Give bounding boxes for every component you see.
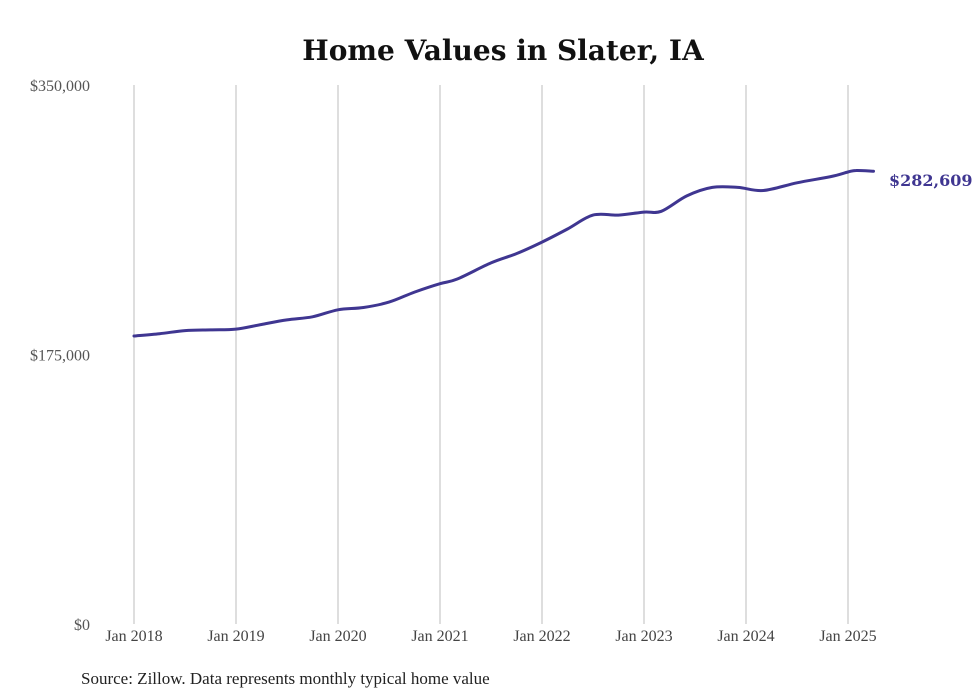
source-note: Source: Zillow. Data represents monthly … — [81, 669, 490, 688]
x-tick-label: Jan 2023 — [615, 628, 672, 645]
x-tick-label: Jan 2024 — [717, 628, 774, 645]
gridlines — [133, 85, 849, 624]
y-tick-label: $175,000 — [30, 348, 90, 365]
chart-title: Home Values in Slater, IA — [302, 34, 705, 67]
x-tick-label: Jan 2020 — [309, 628, 366, 645]
x-axis-ticks: Jan 2018 Jan 2019 Jan 2020 Jan 2021 Jan 2022… — [105, 628, 876, 645]
x-tick-label: Jan 2018 — [105, 628, 162, 645]
y-tick-label: $350,000 — [30, 78, 90, 95]
y-axis-ticks: $350,000 $175,000 $0 — [30, 78, 90, 634]
y-tick-label: $0 — [74, 617, 90, 634]
latest-value-label: $282,609 — [889, 171, 973, 190]
x-tick-label: Jan 2019 — [207, 628, 264, 645]
x-tick-label: Jan 2025 — [819, 628, 876, 645]
x-tick-label: Jan 2022 — [513, 628, 570, 645]
home-value-line — [132, 168, 875, 338]
x-tick-label: Jan 2021 — [411, 628, 468, 645]
